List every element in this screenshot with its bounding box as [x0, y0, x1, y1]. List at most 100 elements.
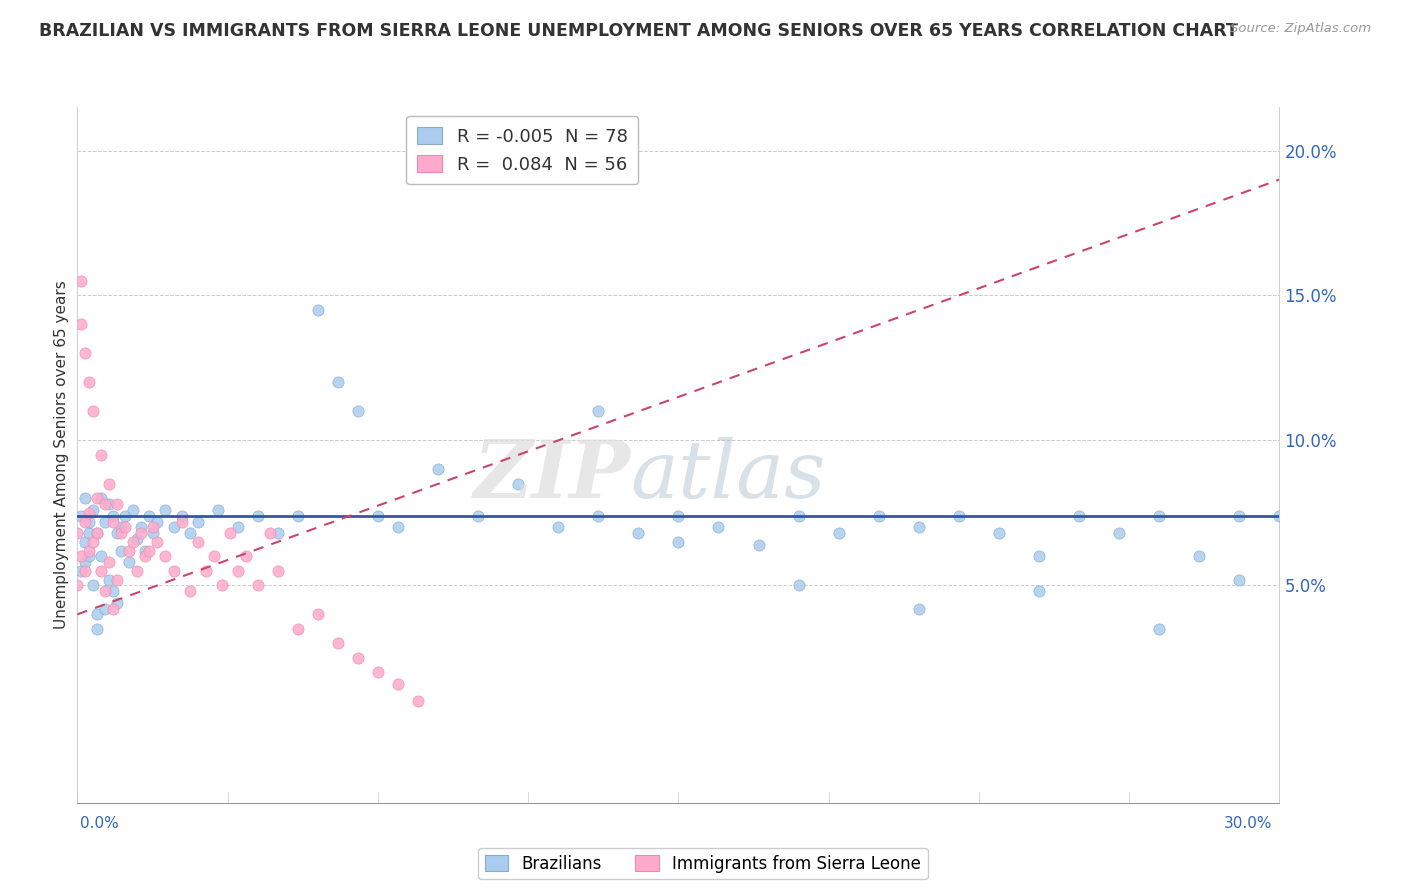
Point: [307, 607, 329, 622]
Point: [627, 526, 650, 541]
Point: [1069, 508, 1091, 523]
Point: [226, 564, 249, 578]
Point: [94, 584, 117, 599]
Point: [70, 508, 93, 523]
Point: [326, 376, 349, 390]
Point: [467, 508, 489, 523]
Point: [90, 549, 112, 564]
Point: [179, 526, 201, 541]
Point: [162, 564, 184, 578]
Point: [142, 526, 165, 541]
Point: [122, 534, 145, 549]
Point: [98, 476, 121, 491]
Point: [427, 462, 450, 476]
Point: [508, 476, 530, 491]
Text: 0.0%: 0.0%: [80, 816, 120, 831]
Point: [114, 520, 136, 534]
Point: [868, 508, 890, 523]
Point: [748, 538, 770, 552]
Point: [202, 549, 225, 564]
Point: [170, 508, 193, 523]
Point: [98, 497, 121, 511]
Point: [118, 555, 141, 569]
Point: [908, 601, 931, 615]
Point: [110, 543, 132, 558]
Point: [828, 526, 851, 541]
Point: [1028, 549, 1050, 564]
Point: [146, 534, 169, 549]
Point: [787, 578, 810, 592]
Point: [79, 515, 101, 529]
Point: [155, 503, 177, 517]
Point: [70, 274, 93, 288]
Point: [155, 549, 177, 564]
Point: [107, 497, 129, 511]
Point: [1229, 573, 1251, 587]
Point: [1229, 508, 1251, 523]
Point: [267, 526, 290, 541]
Point: [1028, 584, 1050, 599]
Point: [186, 515, 209, 529]
Point: [94, 515, 117, 529]
Point: [668, 534, 690, 549]
Point: [218, 526, 240, 541]
Point: [131, 520, 153, 534]
Point: [406, 694, 429, 708]
Point: [107, 526, 129, 541]
Point: [1149, 508, 1171, 523]
Point: [1149, 622, 1171, 636]
Point: [1108, 526, 1130, 541]
Point: [259, 526, 281, 541]
Point: [246, 578, 269, 592]
Point: [142, 520, 165, 534]
Point: [131, 526, 153, 541]
Point: [707, 520, 730, 534]
Point: [138, 543, 160, 558]
Point: [66, 578, 89, 592]
Point: [122, 503, 145, 517]
Point: [75, 534, 97, 549]
Point: [103, 584, 125, 599]
Point: [94, 601, 117, 615]
Point: [186, 534, 209, 549]
Point: [70, 318, 93, 332]
Point: [79, 526, 101, 541]
Point: [82, 578, 104, 592]
Point: [98, 555, 121, 569]
Point: [287, 508, 309, 523]
Point: [86, 526, 108, 541]
Point: [668, 508, 690, 523]
Point: [588, 404, 610, 418]
Point: [908, 520, 931, 534]
Point: [387, 677, 409, 691]
Point: [90, 491, 112, 506]
Point: [211, 578, 233, 592]
Point: [127, 564, 149, 578]
Point: [90, 564, 112, 578]
Point: [94, 497, 117, 511]
Point: [86, 622, 108, 636]
Point: [110, 520, 132, 534]
Point: [588, 508, 610, 523]
Point: [287, 622, 309, 636]
Point: [79, 506, 101, 520]
Legend: Brazilians, Immigrants from Sierra Leone: Brazilians, Immigrants from Sierra Leone: [478, 848, 928, 880]
Point: [134, 549, 156, 564]
Point: [70, 564, 93, 578]
Point: [66, 526, 89, 541]
Point: [75, 346, 97, 360]
Point: [90, 448, 112, 462]
Point: [75, 555, 97, 569]
Point: [107, 596, 129, 610]
Point: [107, 573, 129, 587]
Text: atlas: atlas: [630, 437, 825, 515]
Point: [138, 508, 160, 523]
Point: [103, 601, 125, 615]
Point: [207, 503, 229, 517]
Point: [82, 503, 104, 517]
Point: [307, 303, 329, 318]
Point: [988, 526, 1011, 541]
Point: [79, 376, 101, 390]
Point: [103, 515, 125, 529]
Point: [98, 573, 121, 587]
